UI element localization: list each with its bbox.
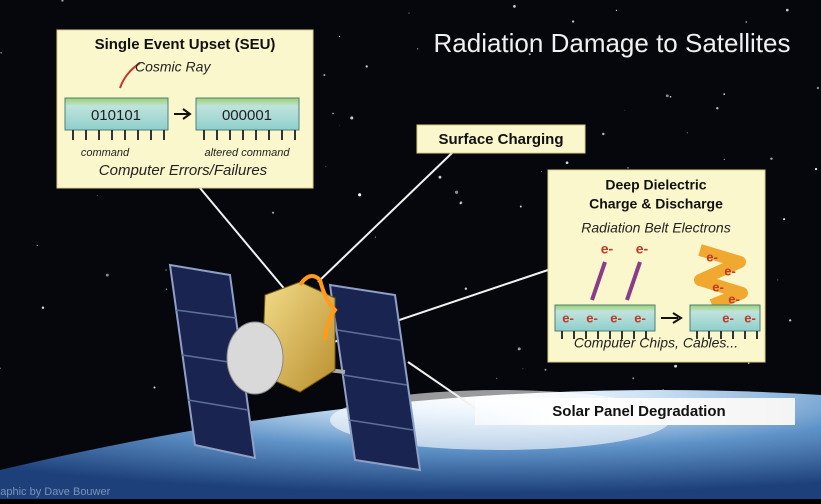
- star: [350, 116, 353, 119]
- star: [375, 237, 376, 238]
- electron: e-: [562, 310, 574, 325]
- page: Radiation Damage to Satellites Single Ev…: [0, 0, 821, 499]
- electron: e-: [728, 291, 740, 306]
- chip-bits: 010101: [91, 107, 141, 124]
- chip-label: altered command: [205, 147, 291, 159]
- star: [572, 20, 574, 22]
- credit: Graphic by Dave Bouwer: [0, 486, 111, 498]
- star: [748, 363, 750, 365]
- star: [545, 369, 547, 371]
- star: [339, 36, 340, 37]
- electron: e-: [712, 279, 724, 294]
- star: [97, 195, 98, 196]
- dd-title: Deep Dielectric: [605, 177, 706, 193]
- solar-panel-label: Solar Panel Degradation: [552, 403, 725, 420]
- star: [666, 94, 669, 97]
- star: [745, 21, 747, 23]
- main-title: Radiation Damage to Satellites: [434, 28, 791, 58]
- star: [817, 87, 819, 89]
- star: [602, 133, 604, 135]
- star: [518, 347, 521, 350]
- seu-caption: Computer Errors/Failures: [99, 162, 268, 179]
- electron: e-: [636, 241, 649, 257]
- star: [409, 13, 410, 14]
- star: [106, 274, 109, 277]
- star: [520, 206, 522, 208]
- electron: e-: [722, 310, 734, 325]
- dd-subtitle: Radiation Belt Electrons: [581, 220, 730, 236]
- star: [786, 9, 789, 12]
- star: [37, 245, 38, 246]
- seu-title: Single Event Upset (SEU): [95, 36, 276, 53]
- star: [153, 386, 155, 388]
- star: [523, 369, 524, 370]
- star: [417, 48, 418, 49]
- star: [724, 159, 725, 160]
- star: [770, 157, 772, 159]
- star: [789, 319, 791, 321]
- star: [625, 110, 626, 111]
- star: [366, 65, 368, 67]
- dd-caption: Computer Chips, Cables...: [574, 335, 738, 351]
- star: [325, 166, 326, 167]
- electron: e-: [634, 310, 646, 325]
- electron: e-: [724, 263, 736, 278]
- chip-label: command: [81, 147, 130, 159]
- star: [674, 365, 677, 368]
- star: [455, 191, 458, 194]
- star: [627, 167, 628, 168]
- star: [166, 288, 167, 289]
- star: [566, 161, 569, 164]
- dd-title: Charge & Discharge: [589, 196, 723, 212]
- illustration: Radiation Damage to Satellites Single Ev…: [0, 0, 821, 499]
- star: [339, 125, 340, 126]
- star: [670, 96, 672, 98]
- electron: e-: [601, 241, 614, 257]
- star: [632, 377, 634, 379]
- chip-bits: 000001: [222, 107, 272, 124]
- electron: e-: [610, 310, 622, 325]
- star: [323, 74, 325, 76]
- star: [777, 279, 778, 280]
- star: [42, 307, 44, 309]
- star: [0, 52, 2, 54]
- star: [616, 10, 617, 11]
- star: [358, 193, 361, 196]
- star: [815, 168, 817, 170]
- star: [513, 5, 516, 8]
- star: [716, 107, 718, 109]
- star: [465, 288, 467, 290]
- star: [783, 218, 785, 220]
- electron: e-: [586, 310, 598, 325]
- star: [460, 201, 463, 204]
- electron: e-: [706, 249, 718, 264]
- surface-charging-label: Surface Charging: [438, 131, 563, 148]
- star: [332, 113, 334, 115]
- cosmic-ray-label: Cosmic Ray: [135, 59, 211, 75]
- star: [541, 171, 542, 172]
- star: [723, 93, 725, 95]
- star: [439, 176, 442, 179]
- star: [272, 212, 274, 214]
- star: [496, 378, 497, 379]
- star: [165, 269, 166, 270]
- electron: e-: [744, 310, 756, 325]
- antenna-dish: [227, 322, 283, 394]
- star: [687, 132, 688, 133]
